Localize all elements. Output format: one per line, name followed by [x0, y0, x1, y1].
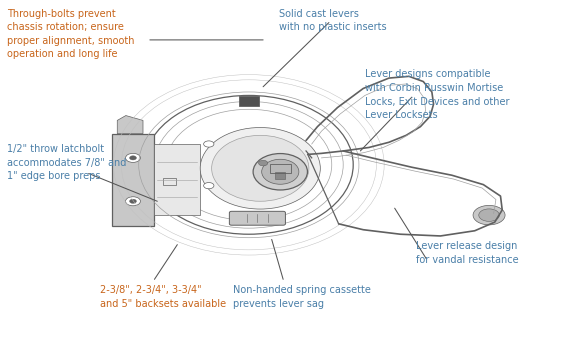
Text: 2-3/8", 2-3/4", 3-3/4"
and 5" backsets available: 2-3/8", 2-3/4", 3-3/4" and 5" backsets a…	[100, 285, 226, 309]
Ellipse shape	[262, 159, 299, 184]
Circle shape	[130, 199, 136, 203]
Circle shape	[259, 160, 268, 166]
Text: Solid cast levers
with no plastic inserts: Solid cast levers with no plastic insert…	[279, 9, 387, 32]
Ellipse shape	[253, 153, 308, 190]
Ellipse shape	[200, 127, 320, 209]
Text: Lever release design
for vandal resistance: Lever release design for vandal resistan…	[416, 241, 519, 265]
FancyBboxPatch shape	[112, 134, 154, 226]
Circle shape	[473, 205, 505, 225]
Circle shape	[204, 183, 214, 189]
Circle shape	[126, 197, 141, 206]
Circle shape	[126, 153, 141, 162]
Text: 1/2" throw latchbolt
accommodates 7/8" and
1" edge bore preps: 1/2" throw latchbolt accommodates 7/8" a…	[7, 144, 127, 181]
Circle shape	[204, 141, 214, 147]
Text: Non-handed spring cassette
prevents lever sag: Non-handed spring cassette prevents leve…	[233, 285, 371, 309]
FancyBboxPatch shape	[275, 172, 285, 179]
Polygon shape	[117, 116, 143, 134]
Circle shape	[479, 209, 499, 221]
Ellipse shape	[212, 135, 309, 201]
Text: Lever designs compatible
with Corbin Russwin Mortise
Locks, Exit Devices and oth: Lever designs compatible with Corbin Rus…	[365, 69, 510, 120]
FancyBboxPatch shape	[239, 96, 259, 106]
Text: Through-bolts prevent
chassis rotation; ensure
proper alignment, smooth
operatio: Through-bolts prevent chassis rotation; …	[7, 9, 135, 59]
Circle shape	[130, 156, 136, 160]
FancyBboxPatch shape	[154, 144, 200, 215]
FancyBboxPatch shape	[229, 211, 285, 225]
